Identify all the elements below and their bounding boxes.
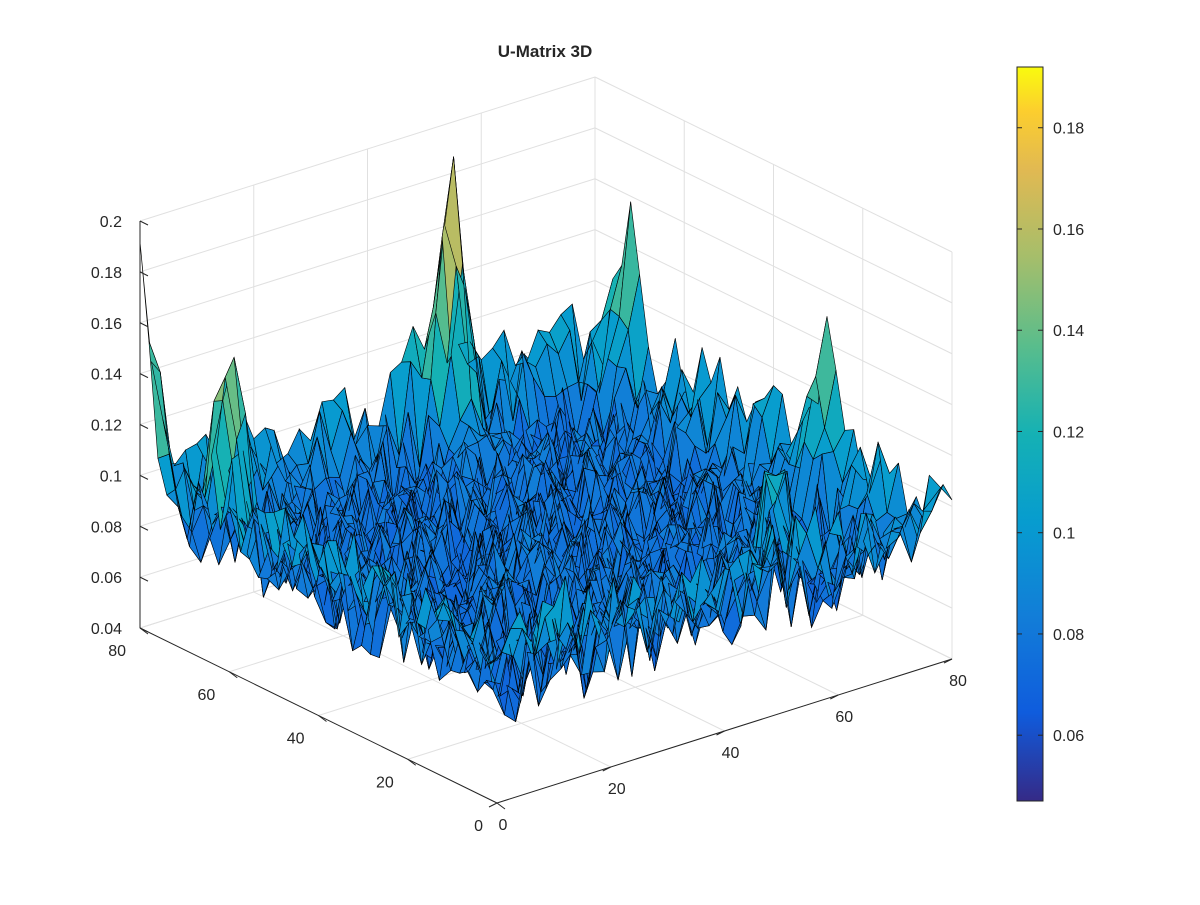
y-tick-label: 60 (197, 687, 215, 704)
y-tick-mark (228, 671, 238, 679)
y-tick-mark (318, 715, 327, 722)
x-tick-mark (716, 730, 725, 736)
colorbar-tick-label: 0.14 (1053, 323, 1084, 340)
x-tick-label: 80 (949, 673, 967, 690)
x-tick-mark (830, 694, 839, 700)
x-tick-label: 60 (835, 709, 853, 726)
back-wall-gridline (139, 76, 596, 222)
side-wall-gridline (594, 127, 953, 304)
z-tick-mark (139, 474, 149, 480)
x-tick-mark (602, 766, 611, 772)
surface-layer (139, 156, 953, 723)
x-tick-label: 40 (722, 745, 740, 762)
z-tick-label: 0.08 (91, 519, 122, 536)
z-tick-label: 0.16 (91, 316, 122, 333)
z-tick-mark (139, 220, 149, 226)
side-wall-gridline (594, 229, 953, 406)
y-tick-label: 0 (474, 818, 483, 835)
side-wall-gridline (594, 280, 953, 456)
z-tick-mark (139, 576, 149, 582)
side-wall-gridline (594, 178, 953, 355)
z-tick-label: 0.14 (91, 367, 122, 384)
z-tick-mark (139, 627, 149, 633)
z-tick-label: 0.12 (91, 418, 122, 435)
colorbar-tick-label: 0.08 (1053, 627, 1084, 644)
back-wall-gridline (139, 229, 596, 375)
colorbar-tick-label: 0.12 (1053, 424, 1084, 441)
colorbar-tick-label: 0.1 (1053, 526, 1075, 543)
z-tick-mark (139, 373, 149, 379)
floor-gridline (407, 614, 863, 760)
x-tick-label: 0 (499, 817, 508, 834)
z-tick-label: 0.04 (91, 621, 122, 638)
ticks-layer: 0 20 40 60 80 0 20 40 60 80 0.04 0.06 0.08 0.1 0.12 0.1… (91, 214, 967, 835)
z-tick-mark (139, 525, 149, 531)
x-tick-label: 20 (608, 781, 626, 798)
colorbar: 0.06 0.08 0.1 0.12 0.14 0.16 0.18 (1016, 66, 1084, 802)
colorbar-tick-label: 0.16 (1053, 222, 1084, 239)
z-tick-label: 0.18 (91, 265, 122, 282)
y-tick-label: 20 (376, 774, 394, 791)
surface-patch (931, 483, 953, 512)
z-tick-mark (139, 424, 149, 429)
y-tick-label: 80 (108, 643, 126, 660)
colorbar-gradient (1016, 66, 1044, 802)
x-tick-mark (488, 802, 498, 808)
y-tick-label: 40 (287, 731, 305, 748)
colorbar-tick-label: 0.18 (1053, 121, 1084, 138)
side-wall-gridline (594, 76, 953, 253)
x-tick-mark (943, 658, 953, 664)
z-tick-label: 0.2 (100, 214, 122, 231)
back-wall-gridline (139, 127, 596, 273)
y-tick-mark (496, 802, 506, 810)
back-wall-gridline (139, 178, 596, 324)
chart-title: U-Matrix 3D (498, 42, 592, 61)
z-tick-mark (139, 322, 149, 328)
z-tick-mark (139, 271, 149, 277)
z-tick-label: 0.06 (91, 570, 122, 587)
y-tick-mark (407, 758, 417, 766)
z-tick-label: 0.1 (100, 468, 122, 485)
colorbar-tick-label: 0.06 (1053, 728, 1084, 745)
